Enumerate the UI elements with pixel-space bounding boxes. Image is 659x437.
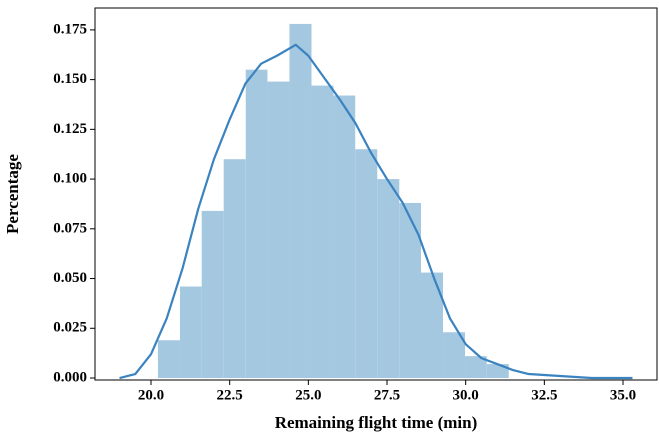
y-tick-label: 0.075	[53, 220, 87, 236]
x-tick-label: 20.0	[138, 387, 164, 403]
y-tick-label: 0.125	[53, 121, 87, 137]
x-tick-label: 27.5	[374, 387, 400, 403]
x-axis-label: Remaining flight time (min)	[275, 413, 478, 432]
x-tick-label: 30.0	[453, 387, 479, 403]
y-axis-label: Percentage	[3, 154, 22, 234]
bar	[223, 159, 246, 379]
bar	[333, 95, 356, 379]
bar	[465, 356, 487, 379]
x-tick-label: 35.0	[610, 387, 636, 403]
bar	[355, 149, 378, 379]
bar	[399, 202, 421, 379]
y-tick-label: 0.150	[53, 71, 87, 87]
bar	[377, 179, 400, 379]
bar	[201, 210, 224, 379]
y-tick-label: 0.100	[53, 171, 87, 187]
bar	[289, 23, 312, 379]
x-tick-label: 32.5	[531, 387, 557, 403]
y-tick-label: 0.050	[53, 270, 87, 286]
bar	[267, 81, 290, 379]
x-tick-label: 25.0	[295, 387, 321, 403]
plot-frame	[94, 7, 658, 381]
bar	[179, 286, 202, 379]
y-tick-label: 0.000	[53, 369, 87, 385]
kde-line	[119, 43, 633, 380]
y-tick-label: 0.025	[53, 320, 87, 336]
bar	[420, 272, 444, 379]
bar	[245, 69, 268, 379]
bar	[311, 85, 334, 379]
x-tick-label: 22.5	[217, 387, 243, 403]
y-tick-label: 0.175	[53, 21, 87, 37]
bar	[157, 340, 180, 379]
bar	[443, 332, 466, 379]
